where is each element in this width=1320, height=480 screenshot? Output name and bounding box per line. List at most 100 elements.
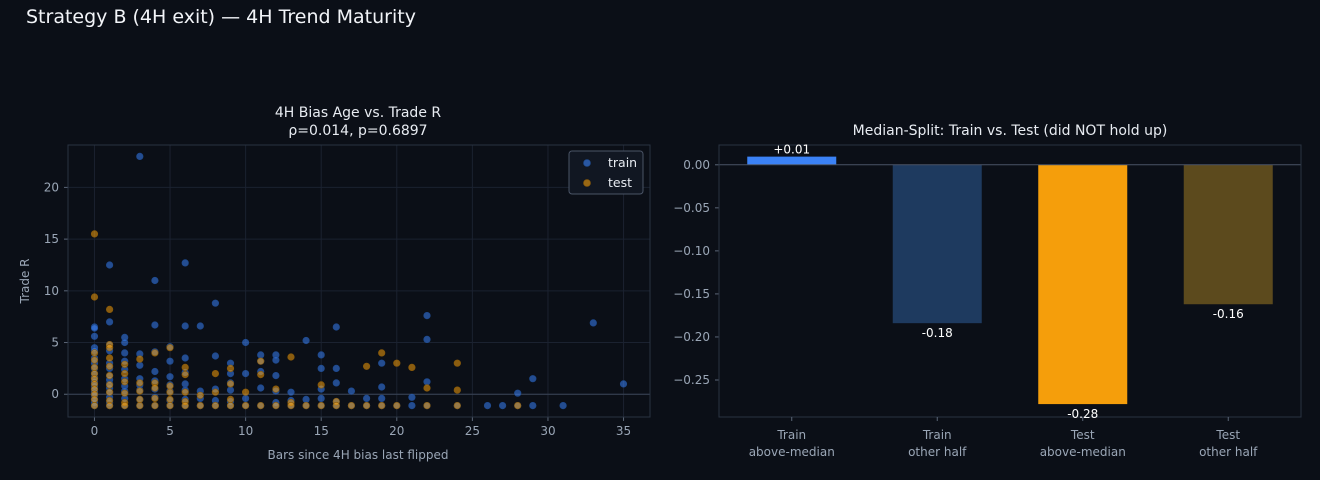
train-point bbox=[226, 386, 235, 394]
test-point bbox=[272, 385, 280, 393]
test-point bbox=[105, 354, 114, 362]
train-point bbox=[272, 372, 280, 380]
train-point bbox=[347, 387, 356, 395]
test-point bbox=[105, 372, 114, 380]
train-point bbox=[408, 393, 416, 401]
train-point bbox=[151, 321, 159, 329]
train-point bbox=[317, 351, 325, 359]
test-point bbox=[453, 402, 461, 410]
train-point bbox=[136, 152, 144, 160]
test-point bbox=[90, 356, 99, 364]
bar-category-label: above-median bbox=[749, 445, 835, 459]
test-point bbox=[90, 293, 99, 301]
train-point bbox=[302, 395, 310, 404]
test-point bbox=[378, 402, 386, 410]
train-point bbox=[378, 359, 386, 367]
test-point bbox=[453, 386, 461, 394]
test-point bbox=[121, 370, 129, 378]
test-point bbox=[453, 359, 461, 367]
bar-category-label: Train bbox=[776, 428, 806, 442]
scatter-ylabel: Trade R bbox=[18, 258, 32, 304]
test-point bbox=[136, 402, 144, 410]
test-point bbox=[90, 402, 99, 410]
train-point bbox=[529, 375, 537, 383]
test-point bbox=[332, 402, 340, 410]
test-point bbox=[287, 353, 295, 361]
train-point bbox=[378, 394, 386, 403]
train-point bbox=[121, 349, 129, 357]
train-point bbox=[151, 276, 159, 285]
test-point bbox=[166, 388, 174, 396]
test-point bbox=[211, 388, 219, 396]
test-point bbox=[90, 349, 99, 357]
x-tick-label: 25 bbox=[465, 424, 480, 438]
bar-chart: Median-Split: Train vs. Test (did NOT ho… bbox=[673, 123, 1302, 459]
train-point bbox=[332, 323, 340, 331]
test-point bbox=[242, 402, 250, 410]
test-point bbox=[151, 402, 159, 410]
test-point bbox=[347, 402, 356, 410]
test-point bbox=[105, 388, 114, 396]
train-point bbox=[242, 370, 250, 378]
train-point bbox=[181, 354, 189, 362]
train-point bbox=[619, 380, 628, 388]
train-point bbox=[423, 335, 431, 344]
test-point bbox=[393, 402, 401, 410]
y-tick-label: 10 bbox=[44, 284, 59, 298]
bar-category-labels: Train above-median Train other half Test abov… bbox=[749, 417, 1258, 459]
test-point bbox=[317, 381, 325, 389]
train-point bbox=[363, 394, 371, 403]
test-point bbox=[226, 380, 235, 388]
bar-y-tick-label: −0.05 bbox=[673, 201, 710, 215]
test-point bbox=[211, 402, 219, 410]
test-point bbox=[105, 305, 114, 314]
test-point bbox=[151, 384, 159, 392]
test-point bbox=[121, 378, 129, 386]
bar-category-label: Train bbox=[922, 428, 952, 442]
scatter-points bbox=[90, 152, 628, 410]
bar-value-labels: +0.01 -0.18 -0.28 -0.16 bbox=[773, 143, 1243, 421]
bar-y-tick-label: −0.15 bbox=[673, 287, 710, 301]
train-point bbox=[317, 394, 325, 403]
bar-y-tick-label: −0.10 bbox=[673, 244, 710, 258]
test-point bbox=[257, 402, 265, 410]
train-point bbox=[166, 357, 174, 365]
bar-value-label: -0.18 bbox=[922, 326, 953, 340]
bar-value-label: -0.28 bbox=[1067, 407, 1098, 421]
test-point bbox=[151, 394, 159, 403]
test-point bbox=[287, 402, 295, 410]
test-point bbox=[181, 402, 189, 410]
test-point bbox=[423, 402, 431, 410]
train-point bbox=[211, 299, 219, 307]
train-point bbox=[423, 312, 431, 320]
bar-category-label: Test bbox=[1070, 428, 1095, 442]
figure-title: Strategy B (4H exit) — 4H Trend Maturity bbox=[26, 6, 416, 28]
train-point bbox=[499, 402, 507, 410]
test-point bbox=[393, 359, 401, 367]
test-point bbox=[105, 381, 114, 389]
bar-category-label: Test bbox=[1215, 428, 1240, 442]
test-point bbox=[181, 371, 189, 379]
bar-y-tick-label: 0.00 bbox=[683, 158, 710, 172]
train-point bbox=[332, 379, 340, 387]
test-point bbox=[181, 388, 189, 396]
test-point bbox=[166, 382, 174, 390]
y-tick-label: 5 bbox=[51, 336, 59, 350]
test-point bbox=[226, 402, 235, 410]
test-point bbox=[136, 387, 144, 395]
train-point bbox=[272, 356, 280, 364]
train-point bbox=[136, 361, 144, 369]
scatter-chart: 4H Bias Age vs. Trade R ρ=0.014, p=0.689… bbox=[18, 105, 651, 462]
train-point bbox=[105, 318, 114, 326]
train-point bbox=[166, 373, 174, 381]
bar-frame bbox=[718, 144, 1302, 418]
x-tick-label: 30 bbox=[540, 424, 555, 438]
test-point bbox=[378, 349, 386, 357]
train-point bbox=[242, 394, 250, 403]
train-point bbox=[317, 364, 325, 373]
bar-y-tick-label: −0.25 bbox=[673, 373, 710, 387]
bar bbox=[747, 156, 837, 165]
scatter-xlabel: Bars since 4H bias last flipped bbox=[267, 448, 448, 462]
test-point bbox=[257, 357, 265, 365]
bar-category-label: other half bbox=[908, 445, 967, 459]
